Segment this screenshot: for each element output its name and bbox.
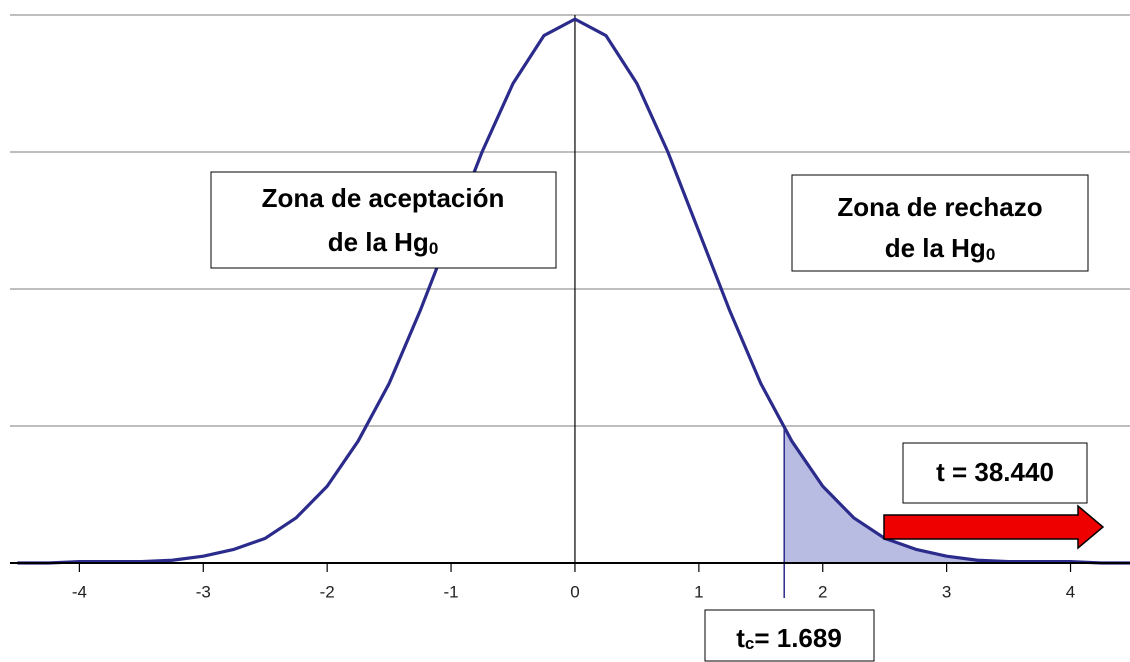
critical-value-label: tc= 1.689: [736, 623, 842, 654]
plot-fore: Zona de aceptación de la Hg0 Zona de rec…: [210, 171, 1105, 662]
rejection-text: Zona de rechazo: [837, 192, 1042, 222]
critical-label: = 1.689: [754, 623, 841, 653]
x-tick-label: 4: [1066, 582, 1075, 601]
acceptance-box: [210, 171, 557, 269]
rejection-area: [784, 427, 1130, 563]
x-tick-label: 2: [818, 582, 827, 601]
density-curve: [17, 17, 1130, 565]
rejection-text-main: de la Hg: [885, 233, 986, 263]
critical-symbol: t: [736, 623, 745, 653]
x-tick-label: 1: [694, 582, 703, 601]
plot-back: -4 -3 -2 -1 0 1 2 3 4: [10, 14, 1130, 601]
rejection-text: de la Hg0: [885, 233, 996, 265]
t-statistic-label: t = 38.440: [936, 457, 1054, 487]
x-tick-label: 3: [942, 582, 951, 601]
x-tick-label: 0: [570, 582, 579, 601]
x-tick-label: -2: [320, 582, 335, 601]
acceptance-text: Zona de aceptación: [262, 183, 505, 213]
critical-value-box: [704, 609, 875, 662]
acceptance-text-main: de la Hg: [328, 227, 429, 257]
x-tick-label: -3: [196, 582, 211, 601]
x-tick-label: -4: [72, 582, 87, 601]
rejection-box: [791, 174, 1089, 272]
acceptance-subscript: 0: [429, 239, 438, 258]
x-tick-label: -1: [443, 582, 458, 601]
t-statistic-arrow: [883, 504, 1105, 550]
acceptance-text: de la Hg0: [328, 227, 439, 259]
critical-subscript: c: [745, 634, 754, 653]
rejection-subscript: 0: [986, 245, 995, 264]
t-statistic-box: [902, 442, 1088, 504]
